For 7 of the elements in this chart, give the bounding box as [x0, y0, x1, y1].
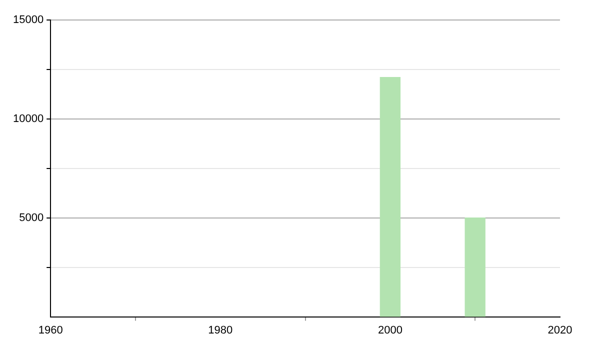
y-tick-label: 5000 [19, 212, 44, 224]
x-tick-label: 2000 [378, 324, 402, 336]
x-tick-label: 1960 [38, 324, 63, 336]
y-tick-label: 15000 [12, 14, 44, 26]
y-tick-label: 10000 [12, 112, 44, 125]
x-tick-label: 2020 [548, 324, 572, 336]
x-tick-label: 1980 [208, 324, 233, 336]
